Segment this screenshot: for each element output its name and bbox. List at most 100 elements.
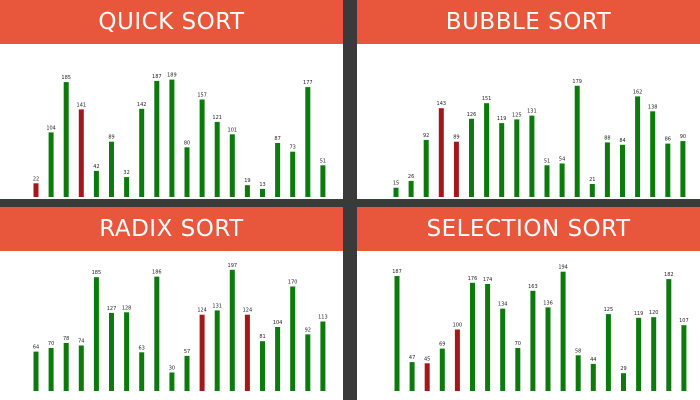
radix-sort-bar-12 [199,314,205,391]
selection-sort-bar-label-12: 194 [558,265,568,271]
radix-sort-bar-label-4: 74 [78,339,84,345]
selection-sort-panel: SELECTION SORT 187 47 45 69 100 176 174 134 70 16… [357,207,700,400]
radix-sort-bar-11 [184,355,190,391]
selection-sort-bar-19 [666,279,672,391]
bubble-sort-bar-17 [635,96,641,197]
selection-sort-bar-2 [409,362,415,391]
selection-sort-bar-label-5: 100 [453,323,463,329]
selection-sort-bar-1 [394,276,400,391]
bubble-sort-bar-10 [529,115,535,197]
quick-sort-bar-5 [93,170,99,197]
selection-sort-bar-label-15: 125 [604,307,614,313]
bubble-sort-bar-label-13: 179 [572,79,582,85]
radix-sort-bar-14 [229,269,235,391]
bubble-sort-bar-19 [665,143,671,197]
bubble-sort-bar-14 [589,184,595,197]
quick-sort-bar-label-8: 142 [137,102,147,108]
selection-sort-bar-15 [605,314,611,391]
quick-sort-bar-2 [48,132,54,197]
selection-sort-bar-14 [590,363,596,391]
bubble-sort-bar-16 [620,144,625,197]
quick-sort-bar-label-9: 187 [152,74,162,80]
radix-sort-bar-label-20: 113 [318,315,328,321]
bubble-sort-bar-label-15: 88 [604,135,610,141]
selection-sort-bar-label-9: 70 [515,341,521,347]
quick-sort-bar-label-20: 51 [320,158,326,164]
bubble-sort-bar-label-14: 21 [589,177,595,183]
quick-sort-bar-label-19: 177 [303,80,313,86]
selection-sort-bar-6 [470,282,475,391]
quick-sort-bar-label-14: 101 [228,127,238,133]
quick-sort-bar-14 [229,134,235,197]
selection-sort-bar-13 [575,355,581,391]
quick-sort-bar-label-18: 73 [290,145,296,151]
quick-sort-bar-label-17: 87 [274,136,280,142]
selection-sort-bar-16 [621,373,626,391]
bubble-sort-bar-3 [423,139,429,197]
radix-sort-bar-label-7: 128 [122,305,132,311]
radix-sort-bar-13 [214,310,220,391]
bubble-sort-bar-9 [514,119,520,197]
selection-sort-bar-17 [636,317,642,391]
radix-sort-bar-label-10: 30 [169,366,175,372]
radix-sort-bar-9 [154,276,160,391]
radix-sort-title: RADIX SORT [0,207,343,251]
bubble-sort-bar-label-4: 143 [437,101,447,107]
bubble-sort-panel: BUBBLE SORT 15 26 92 143 89 126 151 119 125 131 51… [357,0,700,199]
radix-sort-bar-8 [139,352,145,391]
radix-sort-bar-15 [244,314,250,391]
radix-sort-bar-label-9: 186 [152,270,162,276]
selection-sort-bar-label-3: 45 [424,356,430,362]
radix-sort-bar-label-3: 78 [63,336,69,342]
quick-sort-bar-label-4: 141 [77,102,87,108]
bubble-sort-bar-label-5: 89 [453,135,459,141]
quick-sort-bar-10 [169,79,175,197]
radix-sort-bar-label-2: 70 [48,341,54,347]
radix-sort-bar-label-15: 124 [243,308,253,314]
selection-sort-bar-18 [651,317,657,391]
bubble-sort-bar-label-18: 138 [648,104,658,110]
bubble-sort-bar-label-20: 90 [680,134,686,140]
selection-sort-title: SELECTION SORT [357,207,700,251]
quick-sort-bar-label-12: 157 [197,93,207,99]
bubble-sort-bar-13 [574,85,580,197]
bubble-sort-bar-6 [469,118,474,197]
bubble-sort-bar-label-17: 162 [633,89,643,95]
radix-sort-bar-7 [124,312,130,391]
selection-sort-bar-chart: 187 47 45 69 100 176 174 134 70 163 136 194 58 44 125 2… [392,265,689,391]
quick-sort-bar-label-2: 104 [46,125,56,131]
radix-sort-bar-label-19: 92 [305,327,311,333]
quick-sort-bar-12 [199,99,205,197]
bubble-sort-bar-label-2: 26 [408,174,414,180]
radix-sort-bar-label-12: 124 [197,308,207,314]
quick-sort-bar-label-1: 22 [33,176,39,182]
radix-sort-bar-label-18: 170 [288,280,298,286]
radix-sort-bar-2 [48,348,54,391]
bubble-sort-bar-label-3: 92 [423,133,429,139]
selection-sort-bar-label-18: 120 [649,310,659,316]
quick-sort-bar-15 [244,185,250,197]
bubble-sort-bar-label-16: 84 [619,138,625,144]
quick-sort-bar-11 [184,147,190,197]
bubble-sort-bar-label-19: 86 [665,137,671,143]
radix-sort-bar-18 [290,286,296,391]
selection-sort-bar-5 [454,329,460,391]
radix-sort-bar-20 [320,321,326,391]
quick-sort-bar-label-7: 32 [123,170,129,176]
bubble-sort-bar-label-9: 125 [512,112,522,118]
bubble-sort-bar-2 [408,180,414,197]
quick-sort-bar-17 [275,143,281,197]
quick-sort-bar-label-13: 121 [212,115,222,121]
bubble-sort-bar-label-11: 51 [544,158,550,164]
quick-sort-bar-6 [109,141,114,197]
quick-sort-panel: QUICK SORT 22 104 185 141 42 89 32 142 187 189 80 1… [0,0,343,199]
bubble-sort-bar-12 [559,163,565,197]
quick-sort-bar-label-15: 19 [244,178,250,184]
selection-sort-bar-label-4: 69 [439,342,445,348]
quick-sort-bar-label-3: 185 [61,75,71,81]
radix-sort-bar-label-8: 63 [139,345,145,351]
quick-sort-bar-16 [260,188,265,197]
radix-sort-bar-label-11: 57 [184,349,190,355]
quick-sort-bar-4 [78,109,84,197]
